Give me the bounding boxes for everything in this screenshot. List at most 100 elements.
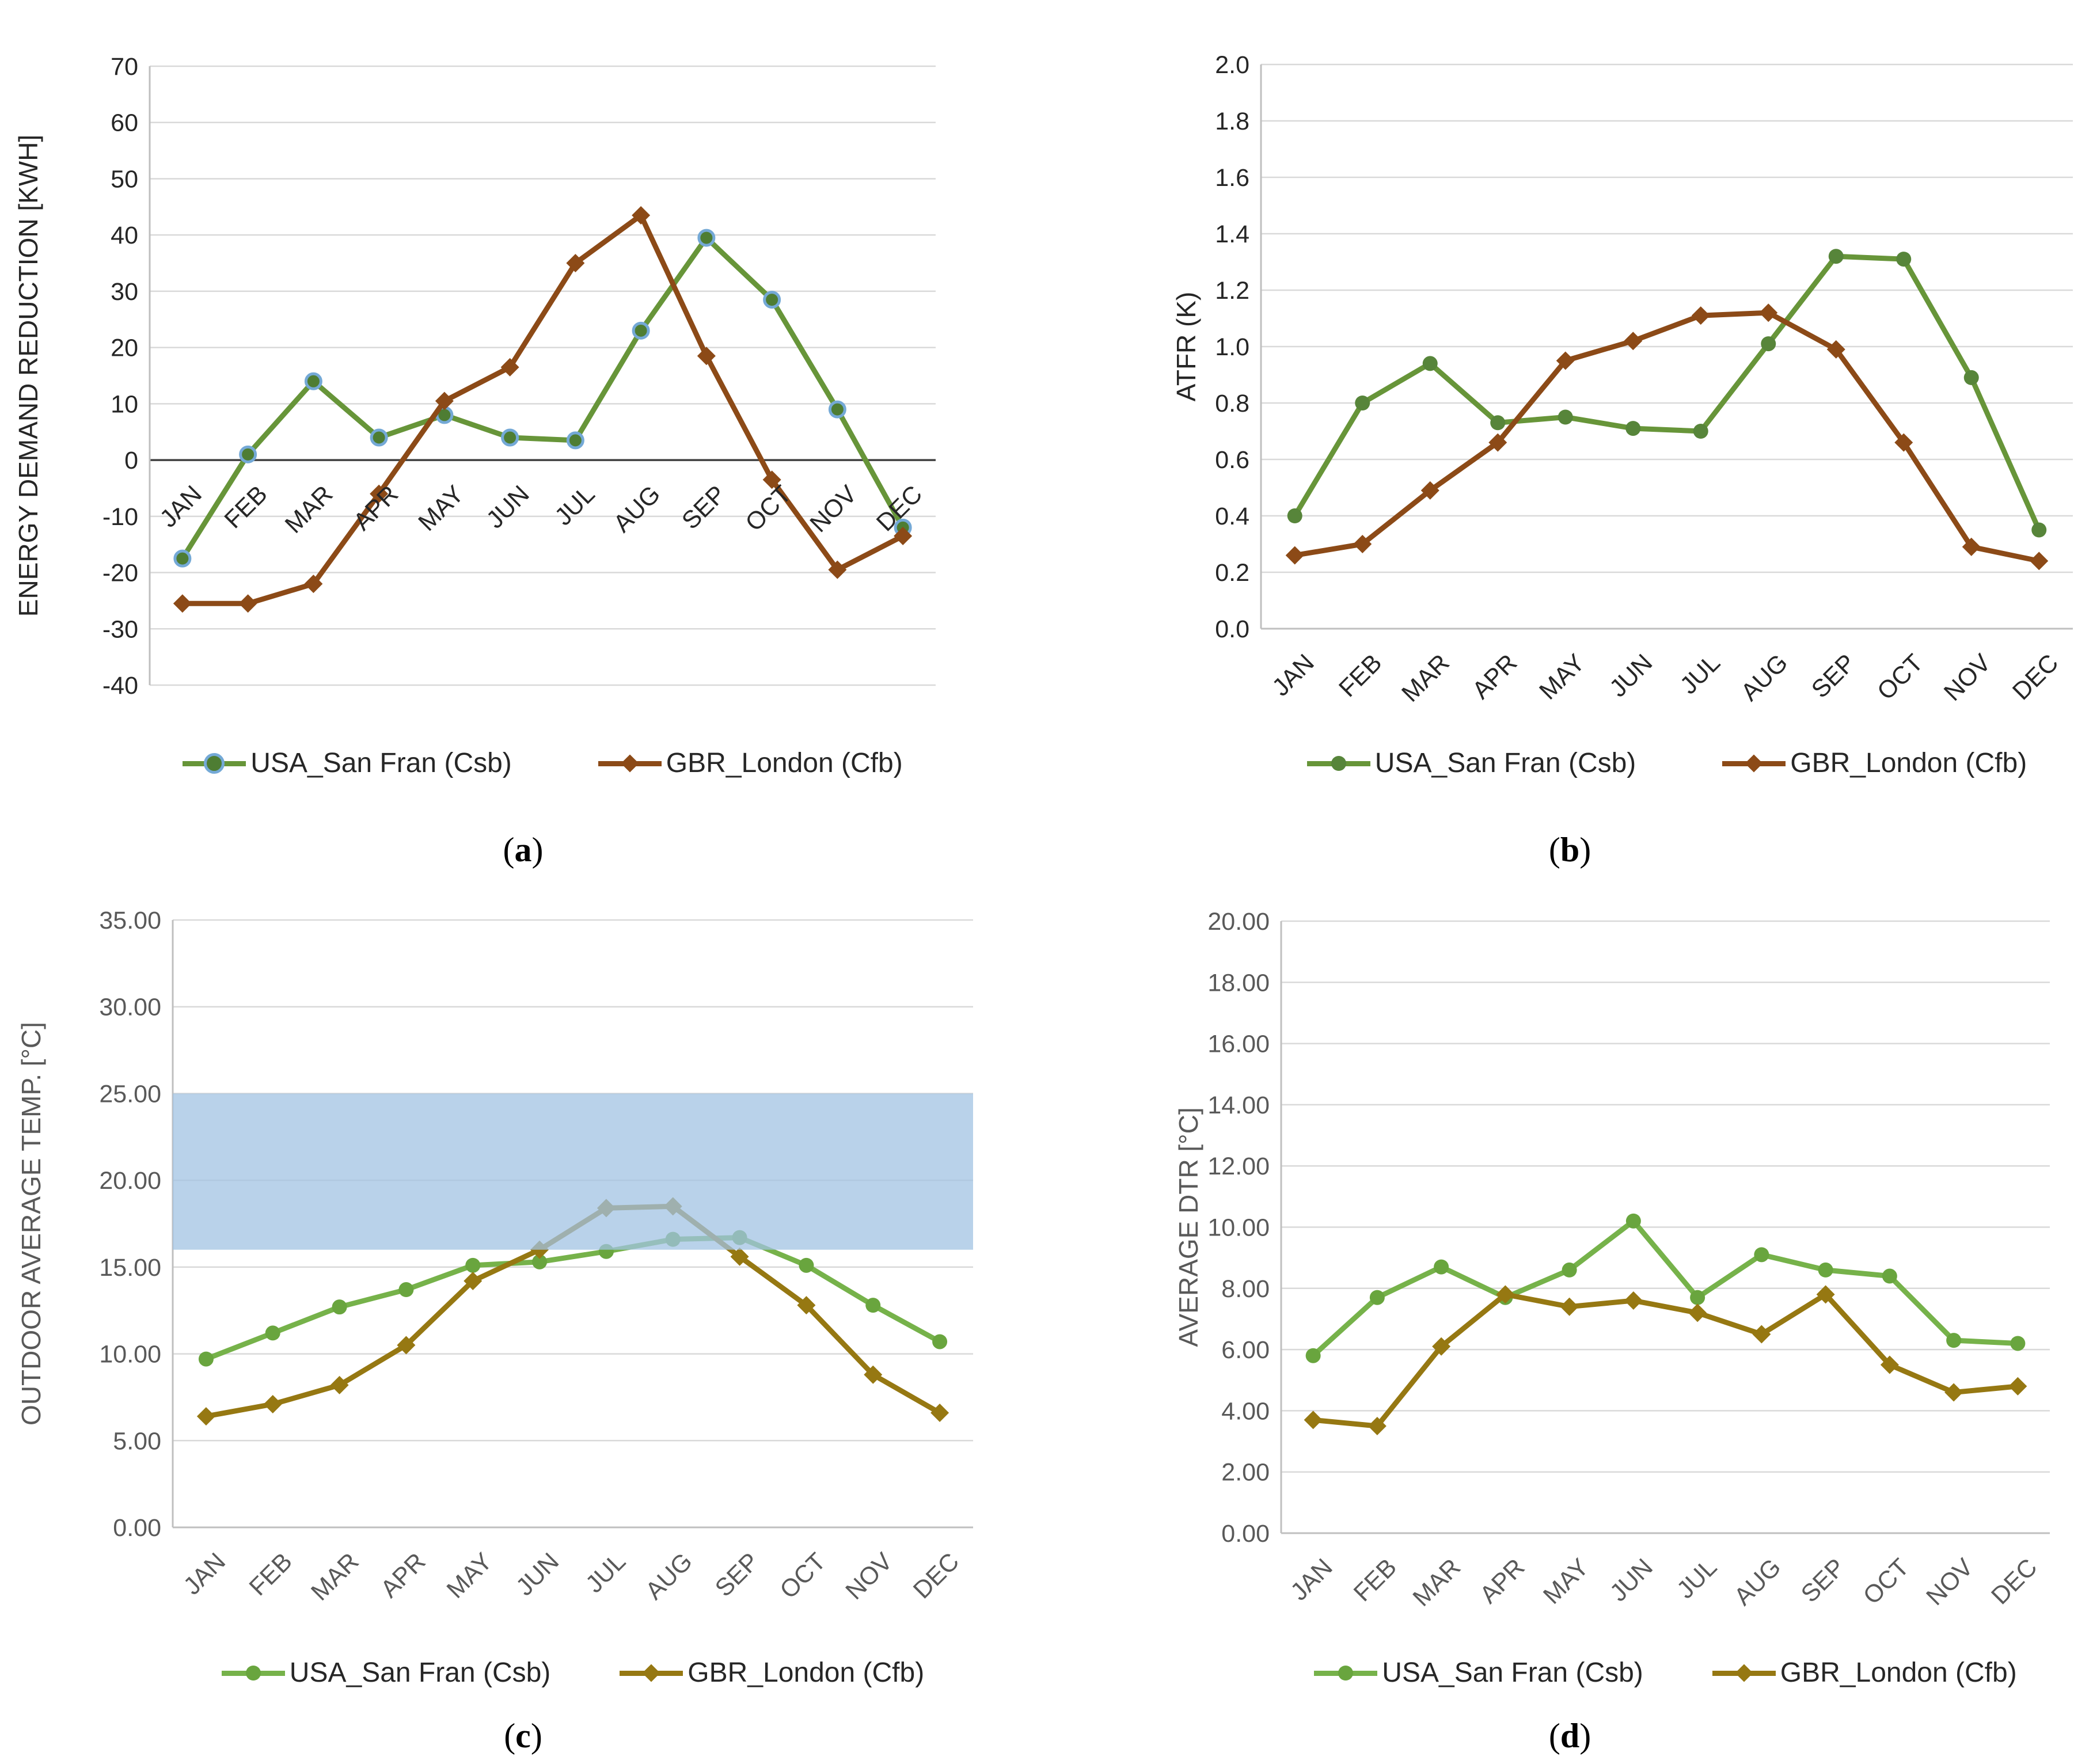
x-tick-label: APR — [1467, 649, 1522, 704]
y-tick-label: 20 — [111, 334, 138, 362]
data-point-marker — [238, 594, 257, 613]
caption-b: (b) — [1548, 831, 1591, 869]
data-point-marker — [1880, 1355, 1899, 1374]
data-point-marker — [1754, 1247, 1769, 1263]
y-tick-label: 20.00 — [1207, 908, 1270, 936]
x-tick-label: MAR — [280, 480, 339, 539]
y-tick-label: 25.00 — [99, 1080, 161, 1108]
data-point-marker — [1625, 1213, 1641, 1229]
x-tick-label: AUG — [1735, 649, 1793, 706]
data-point-marker — [1688, 1303, 1707, 1322]
data-point-marker — [198, 1351, 214, 1367]
data-point-marker — [1285, 546, 1304, 565]
y-tick-label: 1.0 — [1215, 333, 1249, 361]
data-point-marker — [1693, 424, 1708, 439]
legend-line-marker-icon — [598, 753, 662, 774]
y-axis-title: AVERAGE DTR [°C] — [1173, 1107, 1203, 1347]
x-tick-label: APR — [1475, 1553, 1530, 1609]
data-point-marker — [763, 291, 781, 309]
y-tick-label: 60 — [111, 109, 138, 137]
legend-item: USA_San Fran (Csb) — [1306, 747, 1636, 779]
caption-a: (a) — [503, 831, 544, 869]
y-tick-label: 0 — [124, 447, 138, 474]
y-tick-label: -20 — [102, 560, 138, 587]
data-point-marker — [465, 1257, 481, 1273]
y-tick-label: 0.8 — [1215, 390, 1249, 417]
x-tick-label: MAY — [1538, 1553, 1594, 1610]
legend-line-marker-icon — [1722, 753, 1786, 774]
data-point-marker — [1496, 1285, 1515, 1304]
x-tick-label: JAN — [155, 480, 207, 533]
data-point-marker — [1368, 1416, 1387, 1435]
data-point-marker — [1896, 252, 1912, 267]
legend-label-usa: USA_San Fran (Csb) — [250, 748, 512, 778]
panel-a: -40 -30 -20 -10 0 10 20 30 40 50 60 70 JAN FEB MAR APR M… — [0, 0, 1046, 881]
panel-b: 0.0 0.2 0.4 0.6 0.8 1.0 1.2 1.4 1.6 1.8 2.0 JAN FEB M… — [1047, 0, 2093, 881]
y-tick-label: 70 — [111, 53, 138, 81]
x-tick-label: FEB — [1349, 1553, 1402, 1607]
y-tick-label: 0.00 — [1221, 1520, 1270, 1548]
x-tick-label: NOV — [840, 1548, 898, 1605]
x-tick-label: JAN — [178, 1548, 231, 1600]
data-point-marker — [1434, 1259, 1449, 1275]
legend-b: USA_San Fran (Csb) GBR_London (Cfb) — [1261, 747, 2073, 779]
data-point-marker — [828, 400, 846, 419]
data-point-marker — [1962, 537, 1981, 556]
x-tick-label: MAR — [1396, 649, 1455, 708]
legend-line-marker-icon — [221, 1663, 285, 1683]
legend-label-usa: USA_San Fran (Csb) — [289, 1657, 551, 1688]
y-tick-label: -30 — [102, 615, 138, 643]
x-tick-label: MAY — [442, 1548, 498, 1604]
legend-item: USA_San Fran (Csb) — [221, 1657, 551, 1689]
data-point-marker — [265, 1325, 280, 1341]
data-point-marker — [173, 549, 192, 568]
data-point-marker — [894, 527, 913, 546]
y-tick-label: 2.00 — [1221, 1459, 1270, 1487]
data-point-marker — [2030, 552, 2049, 571]
data-point-marker — [1305, 1348, 1321, 1363]
y-tick-label: 1.8 — [1215, 108, 1249, 135]
data-point-marker — [932, 1334, 948, 1349]
data-point-marker — [332, 1299, 347, 1315]
comfort-band — [173, 1093, 973, 1250]
x-tick-label: JAN — [1267, 649, 1319, 701]
chart-d-average-dtr: 0.00 2.00 4.00 6.00 8.00 10.00 12.00 14.00 16.00… — [1173, 908, 2050, 1612]
series-line — [180, 235, 906, 561]
x-tick-label: SEP — [710, 1548, 765, 1602]
data-point-marker — [1963, 370, 1979, 385]
series-line — [1311, 1291, 2020, 1429]
data-point-marker — [1369, 1290, 1385, 1305]
data-point-marker — [1624, 1291, 1643, 1310]
data-point-marker — [330, 1375, 349, 1394]
data-point-marker — [1759, 303, 1778, 322]
legend-line-marker-icon — [620, 1663, 683, 1683]
y-tick-label: 0.6 — [1215, 446, 1249, 474]
y-tick-label: 20.00 — [99, 1167, 161, 1195]
series-line — [203, 1235, 943, 1362]
data-point-marker — [1556, 351, 1575, 370]
series-line — [1311, 1218, 2020, 1359]
data-point-marker — [464, 1271, 483, 1290]
x-tick-label: FEB — [244, 1548, 298, 1601]
data-point-marker — [398, 1282, 414, 1298]
caption-d: (d) — [1548, 1717, 1591, 1755]
x-tick-label: JUL — [580, 1548, 631, 1598]
data-point-marker — [435, 391, 454, 410]
data-point-marker — [1562, 1262, 1577, 1278]
y-tick-label: 14.00 — [1207, 1092, 1270, 1119]
x-tick-label: DEC — [2007, 649, 2064, 705]
y-tick-label: 50 — [111, 165, 138, 193]
data-point-marker — [1353, 535, 1372, 553]
data-point-marker — [1488, 433, 1507, 452]
x-tick-label: JUN — [1605, 1553, 1658, 1607]
x-tick-label: JUL — [1675, 649, 1726, 699]
x-tick-label: JAN — [1285, 1553, 1338, 1606]
data-point-marker — [930, 1404, 949, 1423]
y-tick-label: 35.00 — [99, 907, 161, 934]
data-point-marker — [2031, 522, 2047, 538]
y-tick-label: 10.00 — [99, 1341, 161, 1368]
x-tick-label: AUG — [640, 1548, 698, 1605]
data-point-marker — [1624, 332, 1643, 351]
